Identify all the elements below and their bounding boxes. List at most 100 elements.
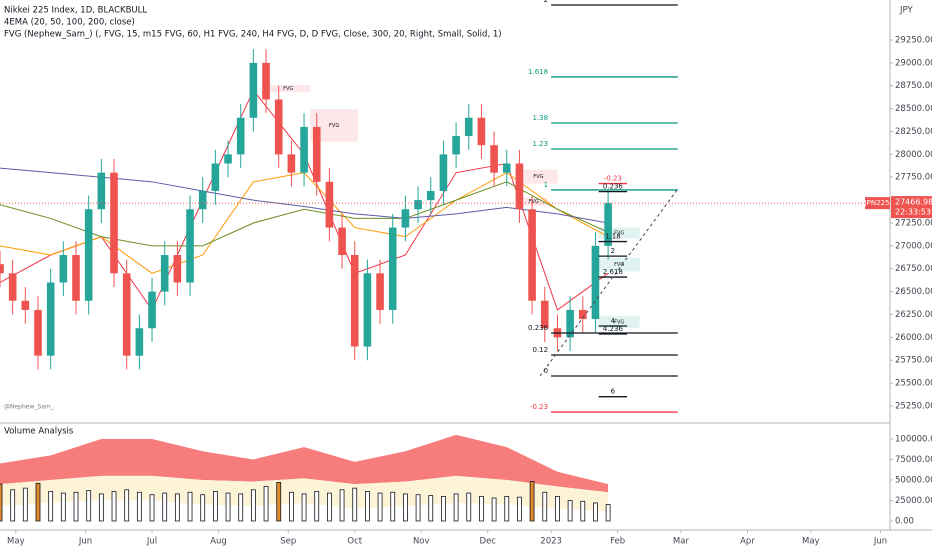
candle-body [502,163,511,173]
volume-bar [22,487,28,522]
volume-bar [238,493,244,522]
countdown: 22:33:53 [895,208,931,217]
y-tick-label: 27250.00 [895,218,932,228]
candle-body [262,62,270,100]
candle-body [21,300,30,310]
fib-label: 0.236 [603,183,624,191]
candle-body [186,209,194,283]
volume-bar [10,489,16,522]
candle-body [350,255,359,347]
fib-label: 1.618 [528,68,548,76]
candle-body [97,172,106,210]
candle-body [464,117,473,137]
y-tick-label: 25500.00 [895,379,932,389]
fib-label: 2.618 [603,268,623,276]
y-tick-label: 28000.00 [895,150,932,160]
fvg-label: FVG [614,231,624,237]
volume-bar [124,489,130,522]
volume-bar [200,494,206,522]
fvg-label: FVG [329,123,339,129]
x-tick-label: Sep [280,537,296,547]
volume-bar [593,502,598,522]
candle-body [224,154,232,164]
x-tick-label: Jun [78,537,92,547]
symbol-label: JPN225 [864,199,890,207]
y-tick-label: 75000.00 [895,455,932,465]
volume-bar [149,494,155,522]
fvg-box [598,227,640,239]
volume-bar [98,493,104,522]
x-tick-label: Dec [480,537,497,547]
candle-body [540,300,549,329]
fvg-label: FVG [614,262,624,268]
candle-body [148,291,156,329]
candle-body [604,203,612,246]
volume-bar [60,492,66,522]
currency: JPY [899,6,913,16]
fvg-box [519,169,558,184]
fvg-box [266,85,311,93]
volume-bar [111,491,117,522]
candle-body [84,209,93,301]
candle-body [388,227,397,310]
candle-body [338,227,346,256]
candle-body [515,163,524,210]
candle-body [528,209,536,301]
volume-bar [555,495,560,522]
fib-label: 0.12 [533,346,549,354]
watermark: @Nephew_Sam_ [4,404,55,411]
volume-bar [212,491,218,522]
y-tick-label: 26500.00 [895,287,932,297]
candle-body [274,99,283,155]
fvg-label: FVG [533,174,543,180]
candle-body [426,190,435,201]
candle-body [578,309,587,320]
volume-bar [174,493,180,522]
candle-body [0,264,4,274]
candle-body [300,126,308,173]
x-tick-label: Mar [673,537,690,547]
plot-area [0,4,890,413]
x-tick-label: Apr [740,537,755,547]
candle-body [249,62,258,118]
volume-bar [326,492,332,522]
candle-body [110,172,118,274]
y-tick-label: 25000.00 [895,496,932,506]
fvg-box [519,197,548,206]
indicator-label: FVG (Nephew_Sam_) (, FVG, 15, m15 FVG, 6… [4,30,502,40]
candle-body [591,245,600,320]
fib-label: 1.18 [605,233,621,241]
fvg-label: FVG [614,320,624,326]
volume-bar [339,489,345,522]
last-price-label: 27466.98 [895,198,932,207]
projection-line [539,189,678,377]
fib-label: 0.236 [528,324,549,332]
fvg-label: FVG [529,199,539,205]
price-badge [891,196,932,219]
x-tick-label: Feb [610,537,625,547]
x-tick-label: 2023 [540,537,562,547]
y-tick-label: 25250.00 [895,402,932,412]
candle-body [72,255,80,301]
volume-bar [466,492,472,522]
candle-body [211,163,220,191]
volume-bar [187,491,193,522]
volume-bar [441,495,446,522]
y-tick-label: 0.00 [895,516,914,526]
candle-body [8,273,17,301]
fvg-box [598,257,640,272]
fib-label: 4 [611,317,616,325]
fib-label: -0.23 [604,175,622,183]
volume-bar [263,486,269,522]
candle-body [59,255,68,283]
volume-band [0,434,609,493]
y-tick-label: 28250.00 [895,127,932,137]
volume-bar [352,487,358,522]
volume-bar [491,497,497,522]
x-tick-label: Jun [873,537,887,547]
volume-bar [225,492,231,522]
candle-body [46,282,55,356]
volume-bar [403,493,408,522]
x-tick-label: Nov [413,537,430,547]
